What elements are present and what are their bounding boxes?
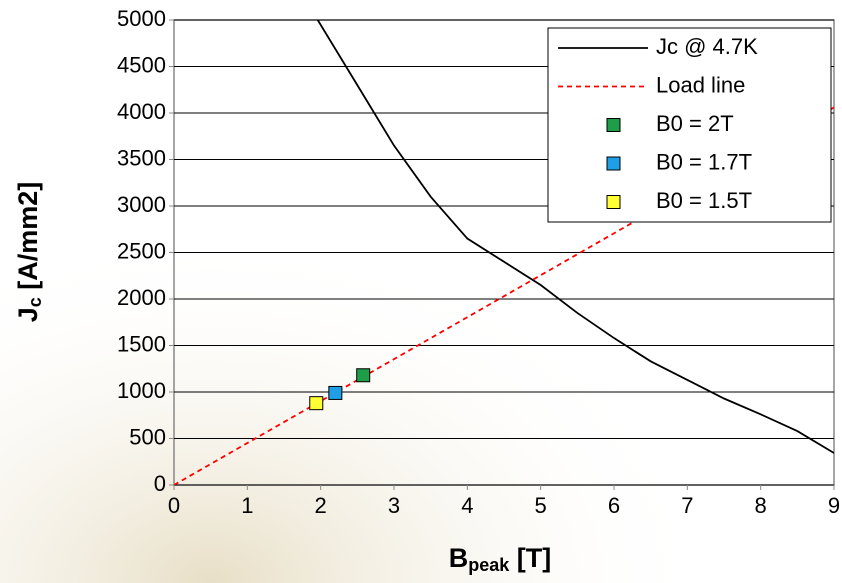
x-tick-label: 8 [755, 493, 767, 518]
y-tick-label: 3000 [117, 192, 166, 217]
x-tick-label: 4 [461, 493, 473, 518]
y-tick-label: 1000 [117, 378, 166, 403]
y-tick-label: 3500 [117, 145, 166, 170]
y-tick-label: 0 [154, 471, 166, 496]
legend-label: B0 = 2T [656, 111, 734, 136]
y-tick-label: 1500 [117, 331, 166, 356]
x-tick-label: 5 [535, 493, 547, 518]
y-tick-label: 4000 [117, 99, 166, 124]
x-tick-label: 3 [388, 493, 400, 518]
chart: Bpeak [T] Jc [A/mm2] 0500100015002000250… [0, 0, 842, 583]
y-tick-label: 2000 [117, 285, 166, 310]
x-tick-label: 1 [241, 493, 253, 518]
legend-swatch [607, 157, 620, 170]
legend-label: Jc @ 4.7K [656, 34, 758, 59]
y-tick-label: 4500 [117, 52, 166, 77]
scatter-point [329, 386, 342, 399]
legend-swatch [607, 196, 620, 209]
legend-label: Load line [656, 72, 745, 97]
legend-label: B0 = 1.5T [656, 188, 752, 213]
y-tick-label: 500 [129, 424, 166, 449]
x-tick-label: 9 [828, 493, 840, 518]
y-tick-label: 5000 [117, 6, 166, 31]
scatter-point [357, 369, 370, 382]
y-tick-label: 2500 [117, 238, 166, 263]
legend-swatch [607, 119, 620, 132]
x-tick-label: 0 [168, 493, 180, 518]
scatter-point [310, 397, 323, 410]
legend-label: B0 = 1.7T [656, 149, 752, 174]
x-tick-label: 2 [315, 493, 327, 518]
x-tick-label: 7 [681, 493, 693, 518]
x-tick-label: 6 [608, 493, 620, 518]
